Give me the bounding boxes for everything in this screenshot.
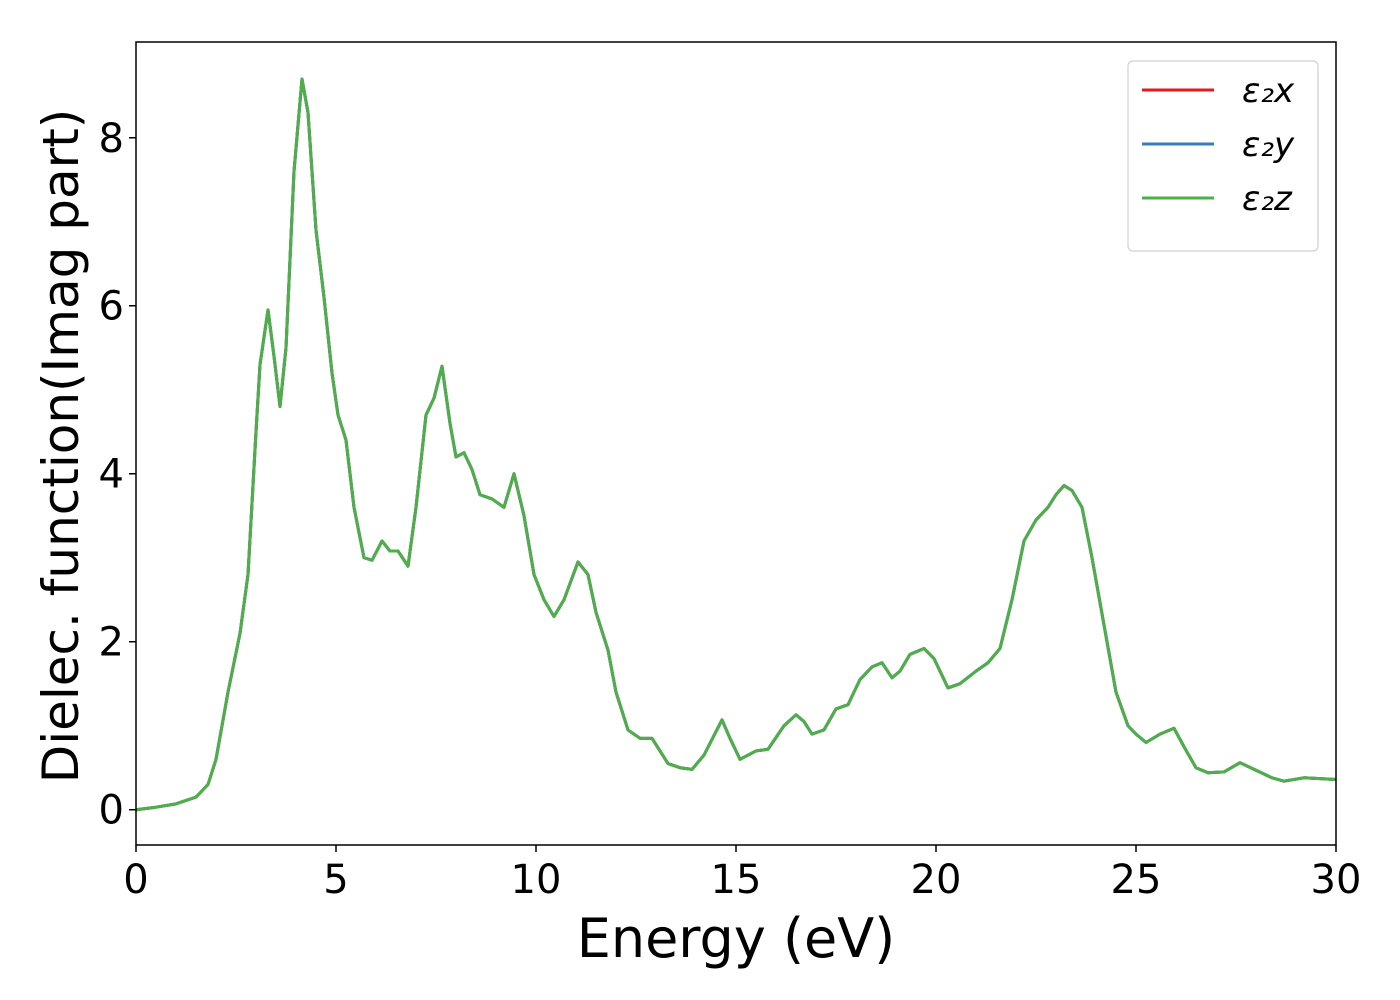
x-tick-label: 5 xyxy=(323,857,348,903)
y-tick-label: 2 xyxy=(99,620,124,666)
legend-box xyxy=(1127,60,1319,252)
y-tick-label: 8 xyxy=(99,116,124,162)
y-tick-label: 4 xyxy=(99,452,124,498)
x-tick-label: 20 xyxy=(911,857,962,903)
y-tick-label: 0 xyxy=(99,788,124,834)
x-tick-label: 30 xyxy=(1311,857,1362,903)
legend-label: ε₂z xyxy=(1242,179,1293,219)
plot-frame xyxy=(135,41,1337,846)
x-axis-label: Energy (eV) xyxy=(577,907,896,970)
x-tick-label: 25 xyxy=(1111,857,1162,903)
y-axis-label: Dielec. function(Imag part) xyxy=(32,109,90,784)
legend-label: ε₂y xyxy=(1242,125,1295,165)
x-tick-label: 10 xyxy=(511,857,562,903)
y-tick-label: 6 xyxy=(99,284,124,330)
x-tick-label: 0 xyxy=(123,857,148,903)
x-tick-label: 15 xyxy=(711,857,762,903)
series-line xyxy=(135,77,1337,812)
legend-label: ε₂x xyxy=(1242,71,1295,111)
